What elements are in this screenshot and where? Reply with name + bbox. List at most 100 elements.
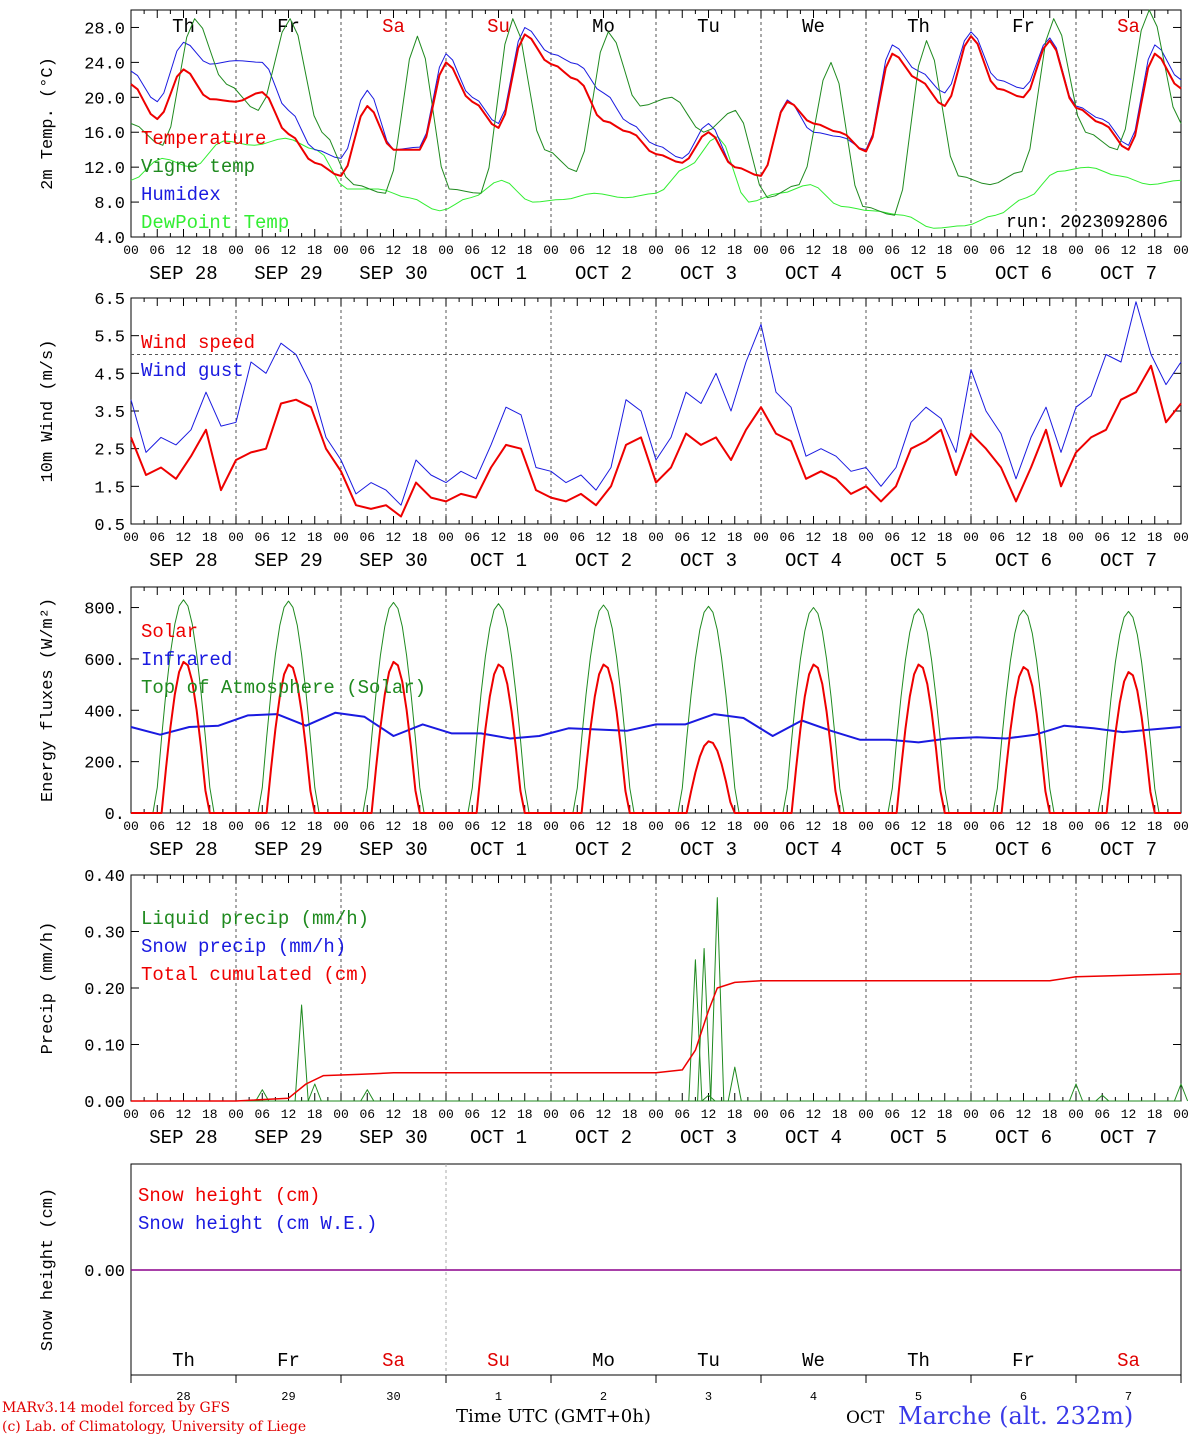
y-tick-label: 16.0 [84,125,125,144]
hour-label: 06 [464,819,480,834]
y-tick-label: 28.0 [84,20,125,39]
hour-label: 12 [386,530,402,545]
hour-label: 06 [254,1107,270,1122]
y-tick-label: 400. [84,703,125,722]
y-tick-label: 0.00 [84,1263,125,1282]
date-label: OCT 3 [680,839,737,861]
legend-entry: Vigne temp [141,156,255,178]
hour-label: 18 [202,243,218,258]
legend-entry: Wind speed [141,332,255,354]
hour-label: 18 [517,530,533,545]
hour-label: 12 [386,819,402,834]
y-tick-label: 6.5 [94,291,125,310]
hour-label: 00 [963,819,979,834]
hour-label: 06 [1094,530,1110,545]
hour-label: 06 [464,530,480,545]
date-label: OCT 3 [680,550,737,572]
hour-label: 00 [333,819,349,834]
hour-label: 18 [307,1107,323,1122]
legend-entry: Snow height (cm) [138,1185,320,1207]
hour-label: 06 [464,1107,480,1122]
hour-label: 06 [884,243,900,258]
date-label: SEP 29 [254,1127,322,1149]
hour-label: 12 [1121,243,1137,258]
hour-label: 18 [832,819,848,834]
legend-entry: Top of Atmosphere (Solar) [141,677,426,699]
day-number: 4 [810,1390,817,1404]
legend-entry: Solar [141,621,198,643]
y-tick-label: 24.0 [84,55,125,74]
date-label: OCT 4 [785,1127,842,1149]
hour-label: 06 [674,819,690,834]
y-tick-label: 0.40 [84,868,125,887]
hour-label: 12 [491,530,507,545]
day-name: Su [487,1350,510,1372]
hour-label: 12 [701,243,717,258]
hour-label: 12 [1016,819,1032,834]
day-number: 2 [600,1390,607,1404]
hour-label: 06 [884,819,900,834]
hour-label: 12 [596,1107,612,1122]
hour-label: 06 [464,243,480,258]
y-axis-label: 2m Temp. (°C) [39,57,58,190]
series-green [130,9,1182,216]
precip-spike [360,1089,375,1102]
hour-label: 00 [123,243,139,258]
date-label: SEP 30 [359,263,427,285]
date-label: SEP 29 [254,263,322,285]
hour-label: 00 [648,243,664,258]
hour-label: 06 [149,1107,165,1122]
hour-label: 12 [806,530,822,545]
date-label: SEP 30 [359,1127,427,1149]
hour-label: 12 [1121,1107,1137,1122]
hour-label: 12 [281,1107,297,1122]
y-tick-label: 0.20 [84,981,125,1000]
precip-spike [727,1066,742,1102]
legend-entry: Snow precip (mm/h) [141,936,346,958]
date-label: OCT 5 [890,1127,947,1149]
time-axis-title: Time UTC (GMT+0h) [456,1406,651,1427]
hour-label: 12 [176,243,192,258]
hour-label: 06 [149,243,165,258]
hour-label: 12 [491,1107,507,1122]
hour-label: 00 [753,530,769,545]
station-name: Marche (alt. 232m) [898,1402,1134,1430]
date-label: OCT 7 [1100,839,1157,861]
y-axis-label: Snow height (cm) [39,1188,58,1351]
series-solar [131,660,1181,814]
hour-label: 18 [622,530,638,545]
hour-label: 00 [543,530,559,545]
hour-label: 00 [858,1107,874,1122]
footer-month: OCT [846,1408,885,1428]
y-tick-label: 0.10 [84,1038,125,1057]
legend-entry: Wind gust [141,360,244,382]
hour-label: 00 [753,243,769,258]
hour-label: 00 [1068,1107,1084,1122]
y-tick-label: 0.5 [94,517,125,536]
hour-label: 12 [491,819,507,834]
hour-label: 12 [176,530,192,545]
date-label: SEP 28 [149,550,217,572]
date-label: OCT 5 [890,550,947,572]
hour-label: 18 [832,530,848,545]
day-number: 6 [1020,1390,1027,1404]
precip-spike [1095,1094,1110,1102]
hour-label: 18 [1042,243,1058,258]
hour-label: 12 [911,530,927,545]
hour-label: 18 [622,243,638,258]
y-tick-label: 8.0 [94,195,125,214]
series-blue [130,301,1182,506]
date-label: OCT 1 [470,263,527,285]
date-label: OCT 3 [680,263,737,285]
day-name: Fr [277,1350,300,1372]
hour-label: 18 [1042,819,1058,834]
hour-label: 06 [884,1107,900,1122]
hour-label: 06 [989,1107,1005,1122]
y-tick-label: 0.00 [84,1094,125,1113]
hour-label: 12 [1016,243,1032,258]
hour-label: 00 [123,1107,139,1122]
hour-label: 06 [359,1107,375,1122]
hour-label: 18 [412,243,428,258]
hour-label: 12 [1121,819,1137,834]
day-name: Th [907,1350,930,1372]
